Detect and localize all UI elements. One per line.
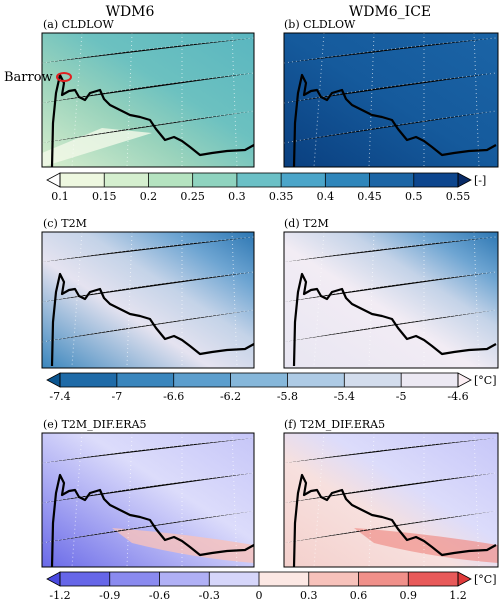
colorbar-tick-label: 0.3 <box>228 190 246 203</box>
colorbar-unit: [°C] <box>474 573 497 586</box>
colorbar-segment <box>230 373 288 387</box>
colorbar-segment <box>308 572 359 586</box>
colorbar-segment <box>109 572 160 586</box>
colorbar-tick-label: 0.55 <box>446 190 471 203</box>
colorbar-tick-label: 0 <box>256 589 263 601</box>
colorbar-tick-label: 0.6 <box>350 589 368 601</box>
colorbar-tick-label: 0.15 <box>92 190 117 203</box>
column-title: WDM6_ICE <box>349 4 431 20</box>
colorbar-segment <box>60 173 105 187</box>
panel-label: (d) T2M <box>284 217 329 230</box>
colorbar-segment <box>401 373 458 387</box>
colorbar-tick-label: 0.1 <box>51 190 69 203</box>
colorbar-tick-label: -7 <box>111 390 122 403</box>
colorbar-tick-label: -4.6 <box>447 390 468 403</box>
panel-label: (a) CLDLOW <box>43 18 115 31</box>
map-panel <box>283 432 499 569</box>
colorbar-segment <box>358 572 409 586</box>
colorbar-tick-label: -5 <box>396 390 407 403</box>
colorbar-tick-label: 0.9 <box>400 589 418 601</box>
colorbar-segment <box>259 572 309 586</box>
map-panel <box>41 32 256 169</box>
panel-label: (c) T2M <box>43 217 87 230</box>
panel-label: (e) T2M_DIF.ERA5 <box>43 418 147 431</box>
colorbar-segment <box>281 173 326 187</box>
site-label: Barrow <box>4 70 53 85</box>
colorbar-tick-label: -6.2 <box>220 390 241 403</box>
colorbar-tick-label: -5.8 <box>277 390 298 403</box>
colorbar-extend <box>46 571 61 587</box>
colorbar-extend <box>457 372 472 388</box>
colorbar-segment <box>413 173 458 187</box>
colorbar-segment <box>325 173 370 187</box>
colorbar-segment <box>369 173 414 187</box>
colorbar-segment <box>148 173 193 187</box>
colorbar-tick-label: 0.2 <box>140 190 158 203</box>
colorbar-segment <box>236 173 282 187</box>
colorbar-extend <box>46 372 61 388</box>
colorbar-extend <box>457 571 472 587</box>
colorbar-tick-label: 0.25 <box>180 190 205 203</box>
colorbar-tick-label: -7.4 <box>49 390 70 403</box>
colorbar-segment <box>192 173 237 187</box>
colorbar-tick-label: -1.2 <box>49 589 70 601</box>
site-marker <box>56 72 72 82</box>
colorbar-segment <box>408 572 458 586</box>
colorbar-unit: [°C] <box>474 374 497 387</box>
colorbar-tick-label: 1.2 <box>449 589 467 601</box>
colorbar-segment <box>173 373 231 387</box>
colorbar-segment <box>116 373 174 387</box>
colorbar-tick-label: -0.9 <box>99 589 120 601</box>
colorbar-tick-label: 0.35 <box>269 190 294 203</box>
map-panel <box>283 32 499 169</box>
colorbar-tick-label: -0.3 <box>199 589 220 601</box>
colorbar-segment <box>60 373 117 387</box>
colorbar-segment <box>209 572 259 586</box>
panel-label: (b) CLDLOW <box>284 18 356 31</box>
colorbar-extend <box>46 172 61 188</box>
colorbar-tick-label: -6.6 <box>163 390 184 403</box>
colorbar-segment <box>60 572 110 586</box>
colorbar-tick-label: 0.45 <box>357 190 382 203</box>
map-panel <box>41 432 256 569</box>
colorbar-tick-label: -0.6 <box>149 589 170 601</box>
colorbar-segment <box>287 373 345 387</box>
map-panel <box>283 231 499 369</box>
colorbar-segment <box>104 173 149 187</box>
column-title: WDM6 <box>106 4 155 20</box>
colorbar-segment <box>344 373 402 387</box>
colorbar-extend <box>457 172 472 188</box>
panel-label: (f) T2M_DIF.ERA5 <box>284 418 385 431</box>
colorbar-tick-label: 0.3 <box>300 589 318 601</box>
colorbar-tick-label: 0.4 <box>317 190 335 203</box>
colorbar-tick-label: -5.4 <box>334 390 355 403</box>
colorbar-unit: [-] <box>474 174 486 187</box>
colorbar-tick-label: 0.5 <box>405 190 423 203</box>
colorbar-segment <box>159 572 210 586</box>
map-panel <box>41 231 256 369</box>
